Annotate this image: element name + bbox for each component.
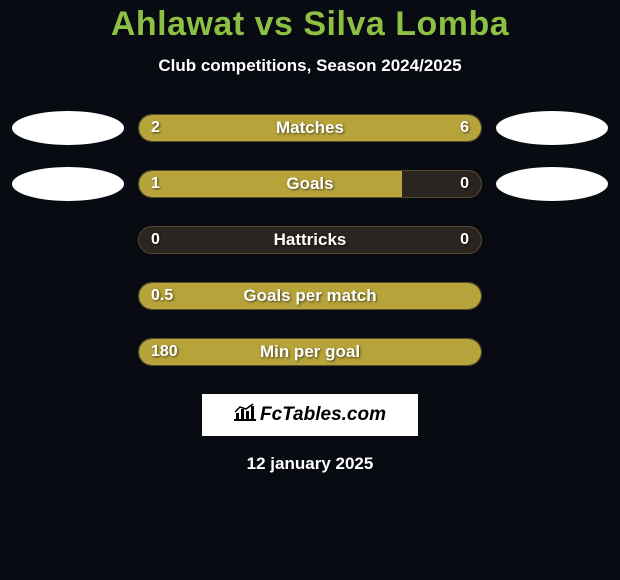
avatar-left (12, 111, 124, 145)
avatar-left (12, 167, 124, 201)
avatar-right (496, 167, 608, 201)
page-title: Ahlawat vs Silva Lomba (0, 5, 620, 44)
date-text: 12 january 2025 (0, 454, 620, 474)
stat-label: Min per goal (260, 342, 360, 362)
stat-bar-track: 0 0 Hattricks (138, 226, 482, 254)
stat-value-right: 0 (460, 231, 469, 249)
stat-value-left: 180 (151, 343, 178, 361)
stat-row: 2 6 Matches (0, 114, 620, 142)
page-subtitle: Club competitions, Season 2024/2025 (0, 56, 620, 76)
stat-row: 180 Min per goal (0, 338, 620, 366)
stat-row: 0.5 Goals per match (0, 282, 620, 310)
stat-bar-track: 1 0 Goals (138, 170, 482, 198)
logo-label: FcTables.com (260, 404, 386, 426)
stat-bar-track: 2 6 Matches (138, 114, 482, 142)
stat-value-left: 0.5 (151, 287, 173, 305)
stat-value-right: 6 (460, 119, 469, 137)
stat-value-left: 2 (151, 119, 160, 137)
avatar-right (496, 111, 608, 145)
chart-icon (234, 403, 256, 427)
stat-bar-track: 180 Min per goal (138, 338, 482, 366)
logo-box: FcTables.com (202, 394, 418, 436)
logo-text: FcTables.com (234, 403, 386, 427)
bar-fill-right (214, 115, 481, 141)
stat-label: Goals (286, 174, 333, 194)
stat-label: Matches (276, 118, 344, 138)
stat-value-left: 0 (151, 231, 160, 249)
stat-value-left: 1 (151, 175, 160, 193)
stat-label: Goals per match (243, 286, 376, 306)
stat-row: 1 0 Goals (0, 170, 620, 198)
comparison-infographic: Ahlawat vs Silva Lomba Club competitions… (0, 0, 620, 474)
stat-value-right: 0 (460, 175, 469, 193)
stat-bar-track: 0.5 Goals per match (138, 282, 482, 310)
stat-row: 0 0 Hattricks (0, 226, 620, 254)
stats-area: 2 6 Matches 1 0 Goals 0 0 Hattricks 0.5 Goals per … (0, 114, 620, 366)
bar-fill-left (139, 171, 402, 197)
stat-label: Hattricks (274, 230, 347, 250)
